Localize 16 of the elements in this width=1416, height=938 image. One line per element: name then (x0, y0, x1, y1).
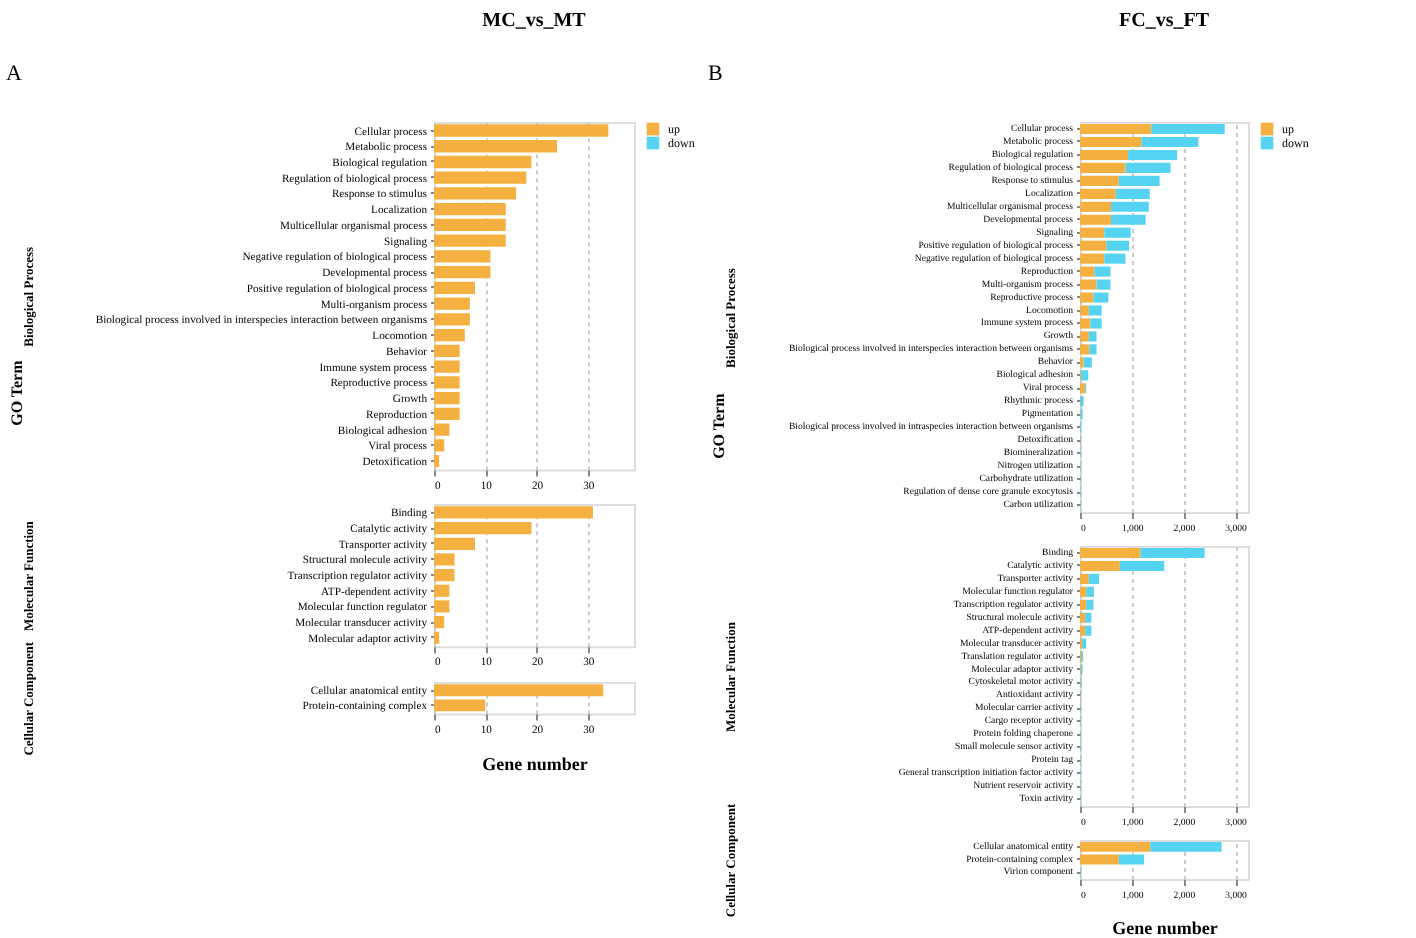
chart-title: FC_vs_FT (1119, 10, 1210, 32)
bar (1118, 854, 1145, 865)
bar (1150, 841, 1222, 852)
text: B (708, 62, 723, 86)
x-axis-title: Gene number (1112, 917, 1218, 938)
text: GO Term (8, 359, 26, 426)
text: GO Term (710, 392, 728, 459)
bar (434, 344, 460, 358)
bar (434, 155, 532, 169)
chart-title: MC_vs_MT (482, 10, 587, 32)
text: A (6, 62, 22, 86)
bar (434, 454, 440, 468)
x-axis-title: Gene number (482, 753, 588, 774)
bar (434, 631, 440, 644)
bar (434, 281, 476, 295)
bar (434, 218, 506, 232)
